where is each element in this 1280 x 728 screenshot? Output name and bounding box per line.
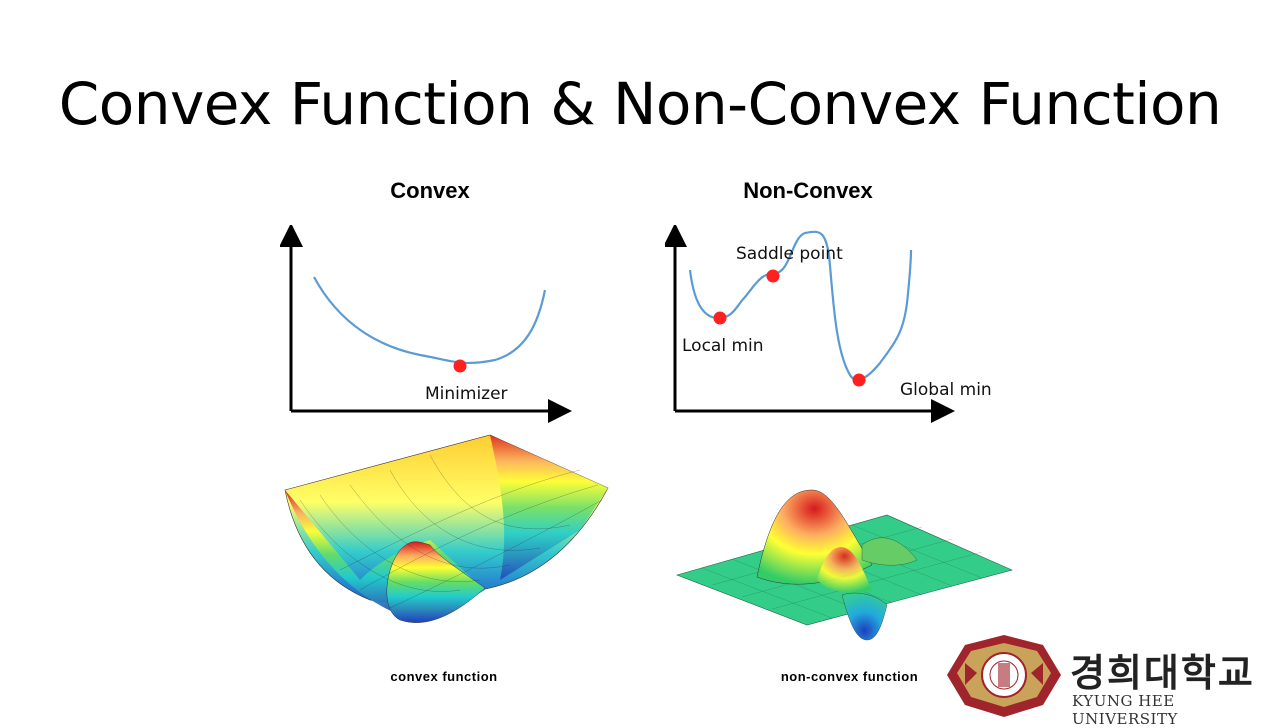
global-min-point bbox=[852, 373, 866, 387]
nonconvex-curve bbox=[688, 230, 913, 381]
university-name-english: KYUNG HEE UNIVERSITY bbox=[1072, 692, 1178, 728]
nonconvex-surface-image bbox=[676, 489, 1013, 641]
nonconvex-surface-caption: non-convex function bbox=[780, 669, 919, 684]
saddle-point-label: Saddle point bbox=[736, 244, 843, 264]
convex-surface-image bbox=[284, 434, 609, 623]
convex-2d-plot: Minimizer bbox=[280, 225, 572, 423]
nonconvex-2d-plot: Saddle point Local min Global min bbox=[665, 225, 992, 423]
saddle-point bbox=[766, 269, 780, 283]
nonconvex-heading: Non-Convex bbox=[743, 178, 873, 203]
minimizer-point bbox=[453, 359, 467, 373]
university-emblem-logo bbox=[947, 635, 1061, 717]
convex-surface-caption: convex function bbox=[390, 669, 498, 684]
university-name-korean: 경희대학교 bbox=[1070, 651, 1255, 695]
slide-title: Convex Function & Non-Convex Function bbox=[58, 70, 1222, 138]
minimizer-label: Minimizer bbox=[425, 384, 508, 404]
global-min-label: Global min bbox=[900, 380, 992, 400]
local-min-label: Local min bbox=[682, 336, 764, 356]
local-min-point bbox=[713, 311, 727, 325]
convex-curve bbox=[313, 276, 547, 365]
convex-heading: Convex bbox=[390, 178, 470, 203]
